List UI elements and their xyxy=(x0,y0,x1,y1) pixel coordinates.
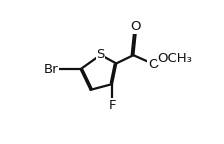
Text: O: O xyxy=(148,57,159,71)
Text: F: F xyxy=(108,99,116,112)
Text: Br: Br xyxy=(43,63,58,76)
Text: O: O xyxy=(131,20,141,33)
Text: OCH₃: OCH₃ xyxy=(158,52,192,65)
Text: S: S xyxy=(96,48,105,61)
